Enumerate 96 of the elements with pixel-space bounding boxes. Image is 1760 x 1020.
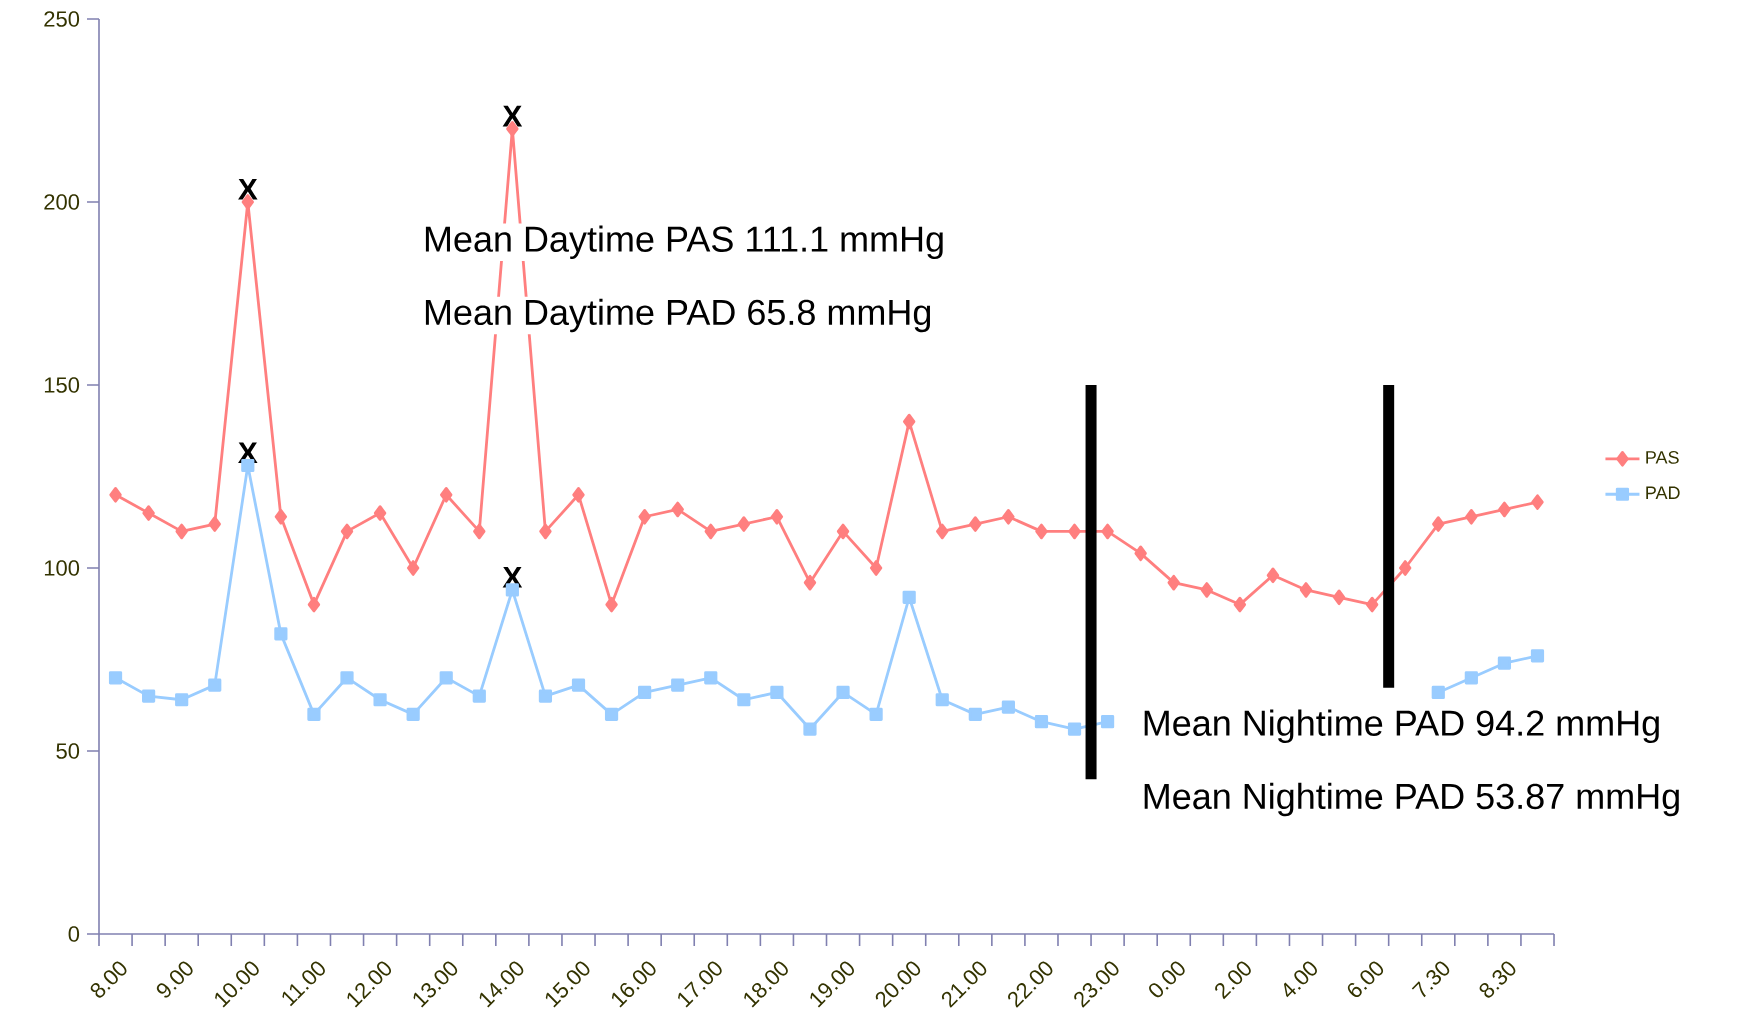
point	[440, 487, 453, 503]
point	[969, 516, 982, 532]
point	[1464, 671, 1478, 685]
point	[737, 516, 751, 532]
x-tick-label: 4.00	[1283, 961, 1317, 998]
point	[571, 678, 586, 692]
point	[373, 693, 387, 707]
point	[142, 505, 155, 521]
point	[1100, 715, 1115, 729]
point	[538, 689, 553, 703]
point	[671, 678, 685, 692]
legend-label: PAS	[1646, 451, 1679, 464]
point	[1299, 582, 1313, 598]
y-tick-label: 250	[44, 11, 80, 27]
x-tick-label: 8.00	[90, 961, 127, 998]
point	[208, 516, 221, 532]
x-tick-label: 8.30	[1479, 961, 1516, 998]
point	[737, 693, 751, 707]
x-tick-label: 6.00	[1347, 961, 1384, 998]
annotation: Mean Daytime PAS 111.1 mmHg	[425, 225, 943, 260]
point	[1332, 589, 1346, 606]
point	[1067, 722, 1082, 736]
point	[1465, 508, 1478, 525]
point	[108, 671, 123, 685]
point	[1233, 596, 1247, 613]
y-tick-label: 50	[56, 743, 80, 759]
point	[175, 523, 188, 540]
point	[902, 590, 916, 604]
point	[340, 671, 354, 685]
point	[406, 707, 420, 721]
point	[1530, 649, 1545, 663]
point	[968, 707, 982, 721]
x-tick-label: 9.00	[156, 961, 193, 998]
point	[1034, 715, 1049, 729]
point	[274, 627, 288, 641]
point	[175, 693, 189, 707]
point	[1167, 574, 1180, 591]
point	[340, 523, 354, 540]
y-tick-label: 150	[44, 377, 80, 393]
point	[1134, 545, 1147, 562]
point	[869, 707, 883, 721]
point	[1431, 685, 1445, 700]
point	[1101, 523, 1114, 540]
point	[1498, 501, 1511, 518]
x-tick-label: 0.00	[1149, 961, 1185, 998]
point	[274, 508, 288, 525]
point	[539, 523, 552, 540]
point	[704, 671, 718, 685]
point	[373, 505, 387, 521]
legend-label: PAD	[1646, 486, 1680, 499]
point	[803, 722, 817, 736]
point	[770, 685, 784, 700]
y-tick-label: 0	[68, 926, 80, 942]
point	[1497, 656, 1512, 670]
point	[208, 678, 222, 692]
point	[109, 487, 122, 503]
point	[936, 523, 949, 540]
point	[1399, 560, 1412, 576]
point	[1001, 700, 1015, 714]
point	[935, 693, 949, 707]
point	[307, 707, 321, 721]
point	[1432, 516, 1445, 532]
point	[439, 671, 453, 685]
point	[1365, 596, 1379, 613]
point	[836, 685, 850, 700]
point	[1266, 567, 1280, 584]
point	[803, 574, 817, 591]
annotation: X	[502, 105, 523, 127]
point	[869, 560, 883, 576]
point	[1002, 508, 1015, 525]
point	[638, 508, 651, 525]
point	[1068, 523, 1081, 540]
x-tick-label: 7.30	[1411, 961, 1450, 998]
annotation: Mean Daytime PAD 65.8 mmHg	[425, 298, 931, 333]
annotation: Mean Nightime PAD 94.2 mmHg	[1144, 709, 1659, 744]
point	[1035, 523, 1048, 540]
point	[406, 560, 420, 576]
annotation: X	[238, 178, 258, 200]
point	[604, 707, 619, 721]
annotation: Mean Nightime PAD 53.87 mmHg	[1144, 782, 1679, 817]
y-tick-label: 100	[44, 560, 80, 576]
point	[1200, 582, 1213, 598]
point	[605, 596, 618, 613]
point	[572, 487, 585, 503]
point	[307, 596, 321, 613]
y-tick-label: 200	[44, 194, 80, 210]
point	[142, 689, 156, 703]
point	[836, 523, 850, 540]
point	[1531, 494, 1544, 510]
point	[473, 523, 486, 540]
point	[638, 685, 652, 700]
point	[704, 523, 717, 540]
point	[902, 413, 916, 430]
point	[472, 689, 486, 703]
point	[770, 508, 784, 525]
point	[671, 501, 684, 518]
